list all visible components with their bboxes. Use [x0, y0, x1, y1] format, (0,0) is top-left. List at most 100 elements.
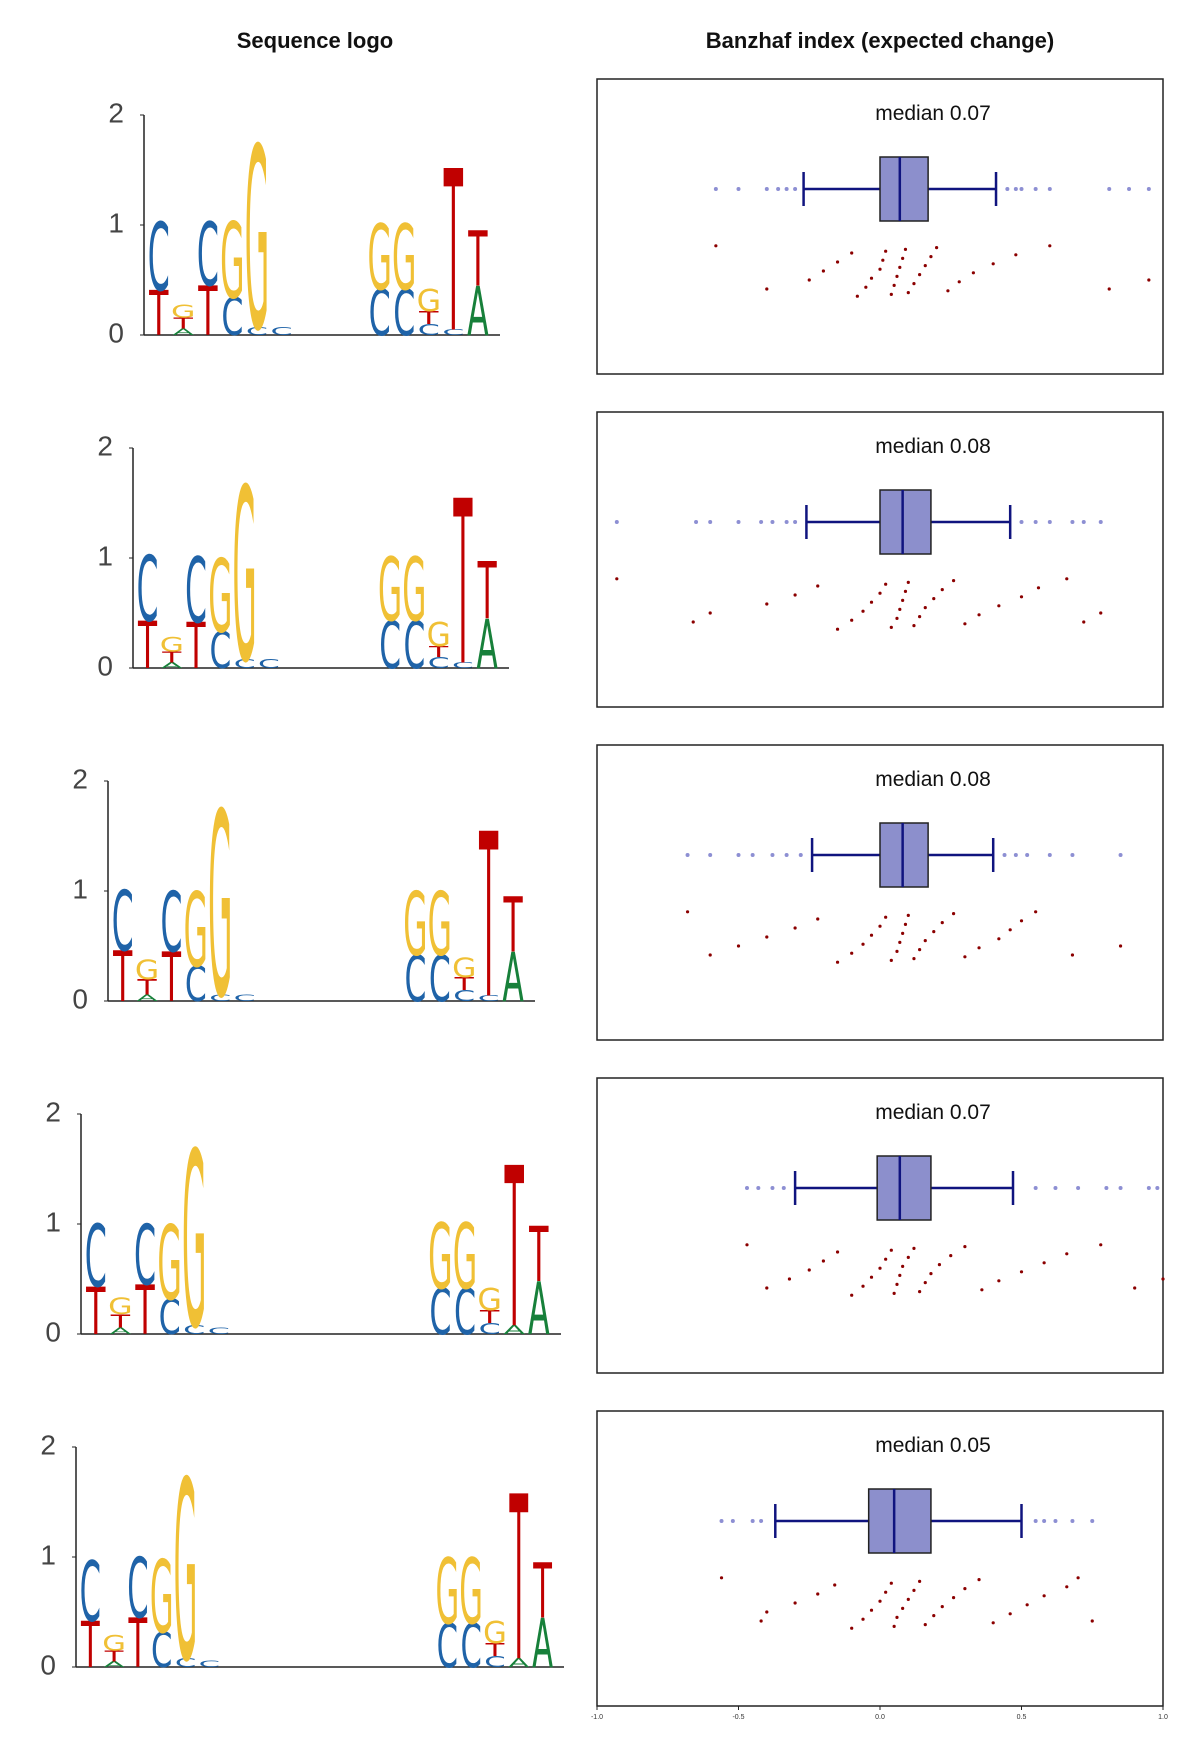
y-tick-label: 1	[72, 873, 88, 904]
outlier	[1002, 853, 1007, 857]
sample-point	[884, 915, 888, 919]
sample-point	[816, 917, 820, 921]
outlier	[1019, 520, 1024, 524]
outlier	[798, 853, 803, 857]
logo-letter: C	[208, 1326, 230, 1336]
sample-point	[898, 265, 902, 269]
logo-letter: T	[85, 1276, 105, 1351]
outlier	[1070, 520, 1075, 524]
sample-point	[1065, 1252, 1069, 1256]
logo-letter: C	[127, 1541, 148, 1638]
logo-letter: A	[502, 939, 523, 1017]
outlier	[759, 1519, 764, 1523]
sample-point	[906, 580, 910, 585]
sample-point	[1048, 244, 1052, 248]
sample-point	[869, 1275, 874, 1279]
sample-point	[903, 589, 908, 594]
sample-point	[869, 1608, 874, 1612]
logo-letter: G	[184, 871, 208, 990]
logo-letter: G	[220, 203, 244, 323]
logo-letter: G	[392, 205, 416, 310]
sample-point	[835, 960, 840, 964]
logo-letter: C	[453, 987, 475, 1005]
logo-letter: C	[442, 328, 464, 337]
outlier	[1081, 520, 1086, 524]
sample-point	[1161, 1277, 1165, 1281]
sample-point	[869, 933, 874, 937]
median-label: median 0.08	[875, 768, 991, 791]
sample-point	[898, 607, 902, 612]
y-tick-label: 0	[40, 1649, 56, 1680]
logo-letter: A	[508, 1656, 529, 1670]
box	[879, 156, 929, 222]
sample-point	[906, 291, 910, 295]
sample-point	[884, 249, 888, 253]
sample-point	[833, 1583, 837, 1587]
sample-point	[951, 912, 956, 916]
outlier	[1127, 187, 1132, 191]
sample-point	[912, 957, 916, 961]
sample-point	[895, 1282, 899, 1286]
logo-letter: G	[459, 1539, 483, 1645]
y-tick-label: 2	[97, 430, 113, 461]
outlier	[1098, 520, 1103, 524]
outlier	[1019, 187, 1024, 191]
logo-letter: A	[172, 327, 194, 338]
sample-point	[861, 1284, 865, 1288]
sample-point	[980, 1288, 984, 1292]
logo-letter: G	[182, 1101, 207, 1383]
logo-letter: G	[157, 1204, 182, 1323]
outlier	[1118, 1186, 1123, 1190]
y-tick-label: 2	[40, 1429, 56, 1460]
sample-point	[861, 609, 865, 613]
outlier	[770, 520, 775, 524]
sample-point	[861, 1617, 865, 1621]
logo-letter: A	[467, 273, 489, 351]
sample-point	[615, 577, 619, 581]
sample-point	[977, 1578, 981, 1582]
sample-point	[997, 1279, 1001, 1283]
sample-point	[997, 604, 1001, 608]
column-header: Sequence logo	[237, 28, 393, 53]
outlier	[750, 1519, 755, 1523]
outlier	[1047, 187, 1052, 191]
logo-letter: C	[85, 1208, 107, 1308]
outlier	[730, 1519, 735, 1523]
sample-point	[906, 1255, 910, 1259]
logo-letter: C	[234, 657, 256, 671]
logo-letter: T	[112, 937, 132, 1018]
sample-point	[997, 937, 1001, 941]
sample-point	[835, 260, 840, 264]
sample-point	[892, 1291, 896, 1295]
sample-point	[898, 1273, 902, 1277]
sample-point	[685, 910, 690, 914]
sample-point	[889, 625, 893, 630]
sample-point	[881, 258, 885, 262]
logo-letter: C	[460, 1613, 481, 1682]
sample-point	[918, 1290, 922, 1294]
sample-point	[708, 953, 712, 957]
logo-letter: C	[160, 875, 182, 972]
logo-letter: A	[161, 661, 183, 670]
outlier	[1013, 853, 1018, 857]
sample-point	[745, 1243, 749, 1247]
logo-letter: C	[234, 993, 256, 1003]
sample-point	[793, 1601, 797, 1605]
sample-point	[906, 913, 910, 918]
sample-point	[1099, 1243, 1103, 1247]
sample-point	[878, 591, 882, 595]
sample-point	[878, 1599, 882, 1603]
logo-letter: C	[246, 325, 268, 338]
logo-letter: G	[135, 954, 159, 985]
sample-point	[895, 616, 899, 621]
sample-point	[1014, 253, 1018, 257]
logo-letter: T	[453, 454, 473, 717]
sample-point	[963, 955, 967, 959]
sample-point	[903, 247, 908, 251]
logo-letter: C	[209, 621, 231, 680]
sample-point	[889, 292, 893, 296]
x-tick-label: 1.0	[1158, 1714, 1168, 1721]
sample-point	[835, 1250, 840, 1254]
sample-point	[940, 1605, 944, 1609]
logo-letter: C	[404, 943, 426, 1016]
